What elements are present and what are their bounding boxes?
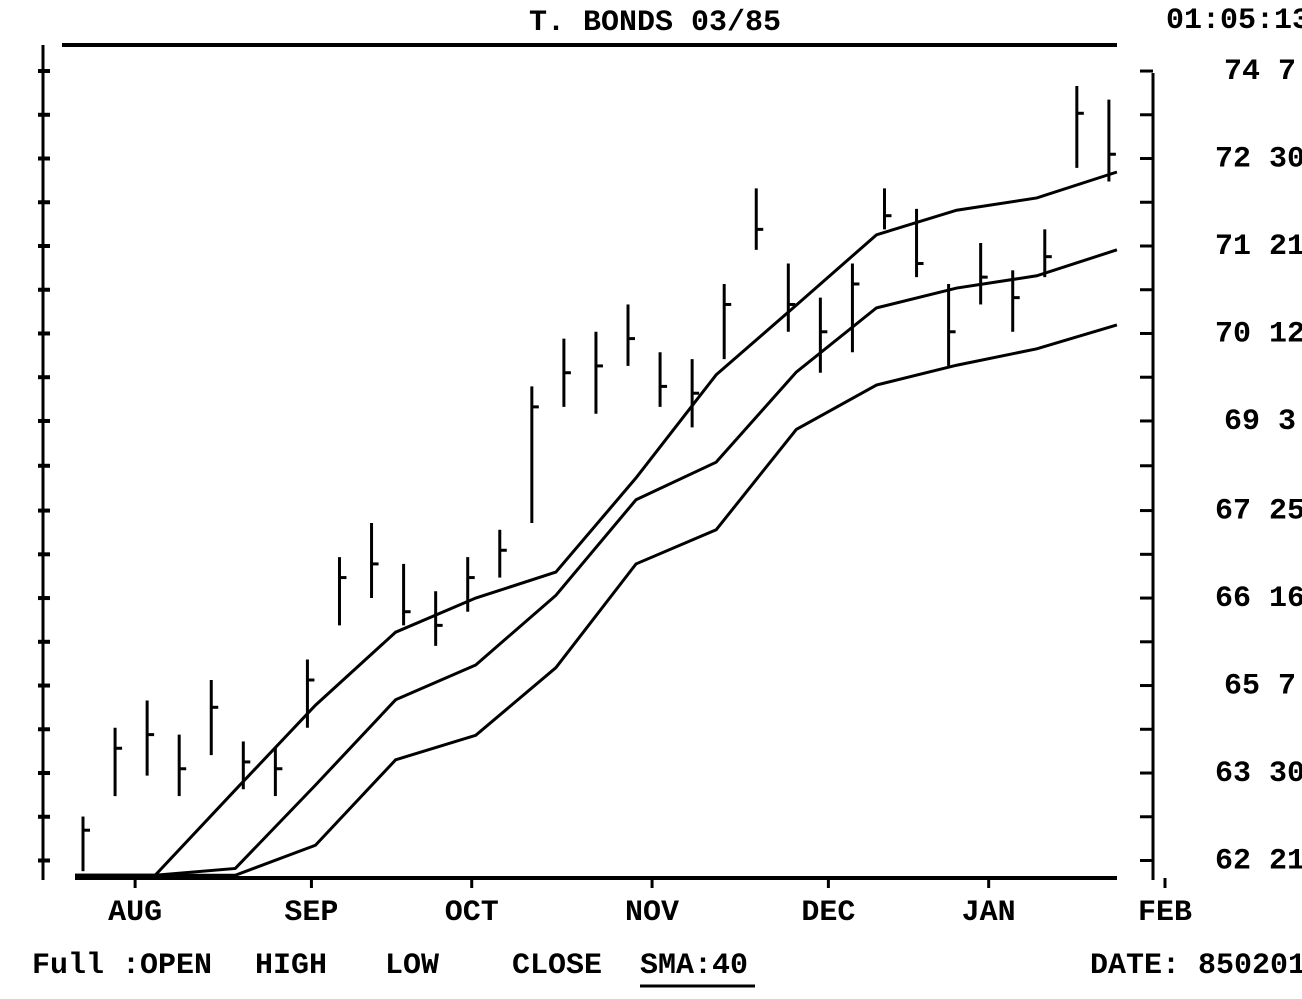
y-tick-label: 66 16 bbox=[1215, 582, 1302, 616]
y-tick-label: 62 21 bbox=[1215, 844, 1302, 878]
footer-field: HIGH bbox=[255, 949, 327, 983]
y-tick-label: 72 30 bbox=[1215, 142, 1302, 176]
footer-date: DATE: 850201 bbox=[1090, 949, 1302, 983]
chart-title: T. BONDS 03/85 bbox=[529, 6, 781, 40]
x-tick-label: FEB bbox=[1138, 896, 1192, 930]
band-line bbox=[75, 248, 1118, 877]
y-tick-label: 74 7 bbox=[1224, 55, 1296, 89]
x-tick-label: JAN bbox=[962, 896, 1016, 930]
footer-indicator: SMA:40 bbox=[640, 949, 748, 983]
y-tick-label: 69 3 bbox=[1224, 405, 1296, 439]
x-tick-label: AUG bbox=[108, 896, 162, 930]
y-tick-label: 70 12 bbox=[1215, 317, 1302, 351]
y-tick-label: 67 25 bbox=[1215, 494, 1302, 528]
band-line bbox=[75, 323, 1118, 877]
x-tick-label: SEP bbox=[284, 896, 338, 930]
x-tick-label: DEC bbox=[801, 896, 855, 930]
footer-mode: Full :OPEN bbox=[32, 949, 212, 983]
band-line bbox=[75, 170, 1118, 877]
footer-field: CLOSE bbox=[512, 949, 602, 983]
x-tick-label: NOV bbox=[625, 896, 679, 930]
x-tick-label: OCT bbox=[445, 896, 499, 930]
y-tick-label: 71 21 bbox=[1215, 230, 1302, 264]
footer-field: LOW bbox=[385, 949, 439, 983]
y-tick-label: 65 7 bbox=[1224, 669, 1296, 703]
y-tick-label: 63 30 bbox=[1215, 757, 1302, 791]
clock: 01:05:13 bbox=[1166, 4, 1302, 38]
